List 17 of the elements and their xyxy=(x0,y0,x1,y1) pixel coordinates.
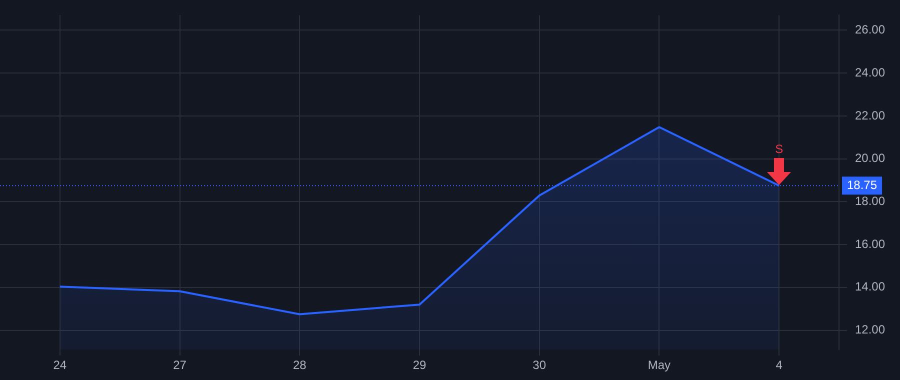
x-tick-label: 29 xyxy=(412,358,426,372)
y-tick-label: 24.00 xyxy=(855,65,886,80)
y-tick-label: 20.00 xyxy=(855,151,886,166)
x-tick-label: 4 xyxy=(776,358,783,372)
x-tick-label: May xyxy=(648,358,671,372)
x-tick-label: 28 xyxy=(292,358,307,372)
y-tick-label: 14.00 xyxy=(855,280,886,294)
y-tick-label: 22.00 xyxy=(855,108,886,122)
y-tick-label: 16.00 xyxy=(855,236,886,251)
annotation: S xyxy=(775,142,784,156)
x-tick-label: 30 xyxy=(532,358,546,372)
y-tick-label: 12.00 xyxy=(855,322,886,337)
x-tick-label: 24 xyxy=(53,358,67,372)
x-tick-label: 27 xyxy=(173,358,187,372)
y-tick-label: 18.00 xyxy=(855,194,886,208)
y-tick-label: 26.00 xyxy=(855,22,886,37)
ref-line-label: 18.75 xyxy=(847,178,878,192)
